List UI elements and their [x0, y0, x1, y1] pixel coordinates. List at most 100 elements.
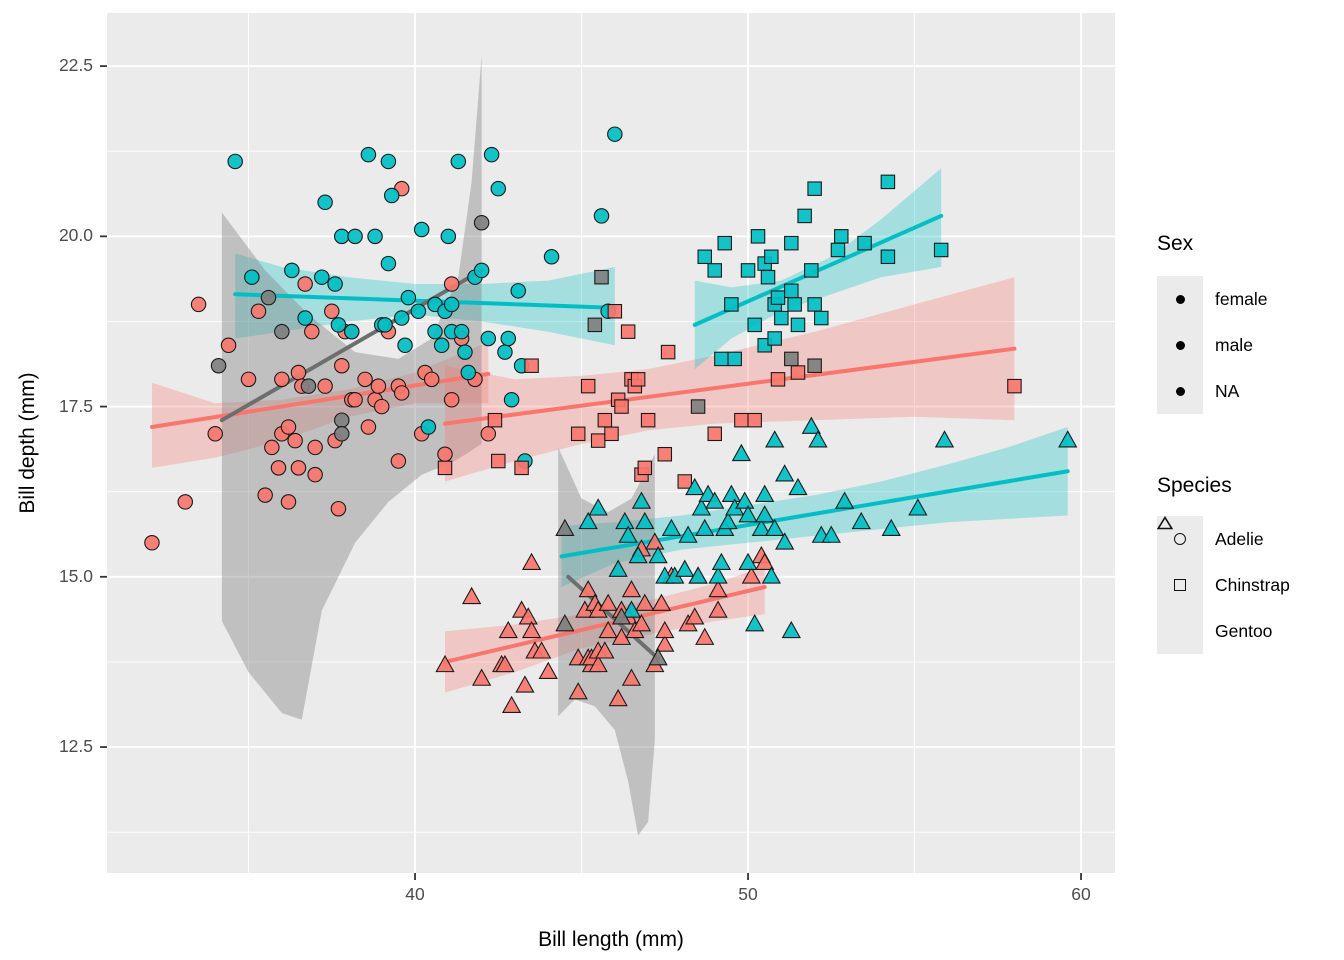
point-chinstrap-female	[597, 412, 613, 428]
point-gentoo-male	[851, 511, 871, 530]
point-adelie-female	[393, 385, 410, 401]
point-gentoo-male	[735, 491, 755, 509]
point-chinstrap-male	[760, 269, 776, 285]
point-adelie-male	[427, 323, 443, 340]
point-adelie-female	[307, 439, 323, 456]
x-tick-label: 50	[738, 884, 758, 904]
point-adelie-na	[274, 323, 290, 340]
legend-item-adelie: Adelie	[1157, 516, 1290, 562]
point-chinstrap-female	[491, 453, 506, 469]
point-gentoo-male	[635, 511, 655, 530]
point-adelie-male	[327, 276, 343, 292]
point-gentoo-female	[498, 620, 518, 639]
point-adelie-male	[443, 296, 460, 313]
point-chinstrap-male	[727, 351, 742, 367]
x-tick-label: 60	[1071, 884, 1091, 904]
point-gentoo-male	[695, 518, 715, 536]
point-adelie-female	[190, 296, 207, 313]
point-chinstrap-male	[880, 249, 896, 265]
point-adelie-male	[383, 187, 400, 204]
y-tick-label: 22.5	[58, 55, 93, 76]
smooth-line-chinstrap-female	[442, 346, 1017, 426]
point-chinstrap-female	[657, 446, 673, 462]
point-adelie-male	[500, 330, 517, 347]
point-chinstrap-male	[807, 297, 822, 312]
point-adelie-male	[330, 317, 347, 333]
point-icon	[1175, 294, 1185, 304]
point-gentoo-female	[515, 675, 535, 693]
legend-label-male: male	[1215, 334, 1253, 355]
point-gentoo-female	[521, 552, 542, 571]
point-gentoo-female	[621, 668, 642, 686]
y-tick-label: 17.5	[58, 395, 93, 416]
point-chinstrap-female	[620, 324, 636, 339]
point-adelie-female	[207, 426, 223, 442]
point-chinstrap-male	[880, 174, 896, 190]
legend-item-male: male	[1157, 322, 1268, 368]
point-adelie-na	[334, 412, 350, 428]
point-gentoo-male	[755, 505, 775, 523]
point-chinstrap-female	[580, 378, 596, 394]
point-gentoo-female	[611, 627, 632, 645]
point-chinstrap-female	[607, 303, 623, 319]
point-chinstrap-female	[514, 460, 529, 476]
point-gentoo-male	[745, 614, 765, 632]
point-adelie-female	[347, 392, 363, 408]
point-adelie-male	[334, 228, 350, 245]
point-gentoo-female	[655, 620, 675, 639]
point-gentoo-male	[781, 620, 801, 639]
point-adelie-female	[357, 371, 373, 388]
point-adelie-male	[380, 153, 397, 170]
point-gentoo-male	[661, 518, 682, 536]
point-chinstrap-na	[784, 351, 799, 367]
point-chinstrap-na	[690, 399, 706, 414]
point-adelie-female	[264, 439, 280, 456]
point-gentoo-na	[611, 607, 632, 625]
point-gentoo-female	[651, 593, 672, 611]
point-gentoo-female	[471, 668, 492, 686]
point-adelie-male	[244, 269, 260, 285]
point-chinstrap-male	[784, 283, 799, 299]
point-adelie-male	[344, 323, 360, 340]
legend-sex-rows: female male NA	[1157, 276, 1268, 414]
point-gentoo-male	[751, 518, 771, 536]
legend-item-na: NA	[1157, 368, 1268, 414]
point-chinstrap-male	[707, 263, 722, 278]
point-chinstrap-female	[614, 399, 629, 414]
point-gentoo-male	[691, 498, 712, 516]
point-adelie-male	[314, 269, 330, 285]
legend-key-box	[1157, 516, 1203, 562]
point-adelie-male	[503, 392, 520, 408]
smooth-line-gentoo-female	[442, 585, 767, 664]
point-icon	[1175, 386, 1185, 396]
point-gentoo-male	[708, 566, 728, 584]
point-chinstrap-female	[640, 412, 656, 428]
point-gentoo-male	[588, 498, 608, 516]
legend-label-female: female	[1215, 288, 1268, 309]
point-chinstrap-male	[797, 208, 812, 224]
point-adelie-female	[250, 303, 267, 319]
point-gentoo-male	[775, 464, 795, 482]
point-adelie-female	[390, 453, 407, 469]
point-adelie-female	[220, 337, 237, 354]
point-chinstrap-female	[1007, 378, 1022, 394]
point-chinstrap-male	[750, 229, 766, 244]
point-gentoo-female	[598, 620, 618, 639]
point-gentoo-male	[908, 498, 928, 516]
point-adelie-male	[420, 419, 437, 435]
y-tick-label: 12.5	[58, 736, 93, 757]
point-gentoo-female	[501, 695, 522, 714]
legend-item-chinstrap: Chinstrap	[1157, 562, 1290, 608]
point-gentoo-female	[608, 688, 628, 707]
point-chinstrap-male	[784, 235, 799, 251]
point-adelie-male	[377, 317, 393, 333]
smooth-line-gentoo-male	[559, 469, 1070, 559]
point-adelie-male	[510, 283, 527, 299]
point-adelie-male	[360, 146, 377, 163]
ribbon-adelie-na	[221, 55, 482, 720]
point-adelie-male	[317, 194, 333, 211]
point-adelie-na	[473, 214, 490, 231]
point-gentoo-male	[788, 477, 808, 496]
point-gentoo-na	[555, 614, 575, 632]
